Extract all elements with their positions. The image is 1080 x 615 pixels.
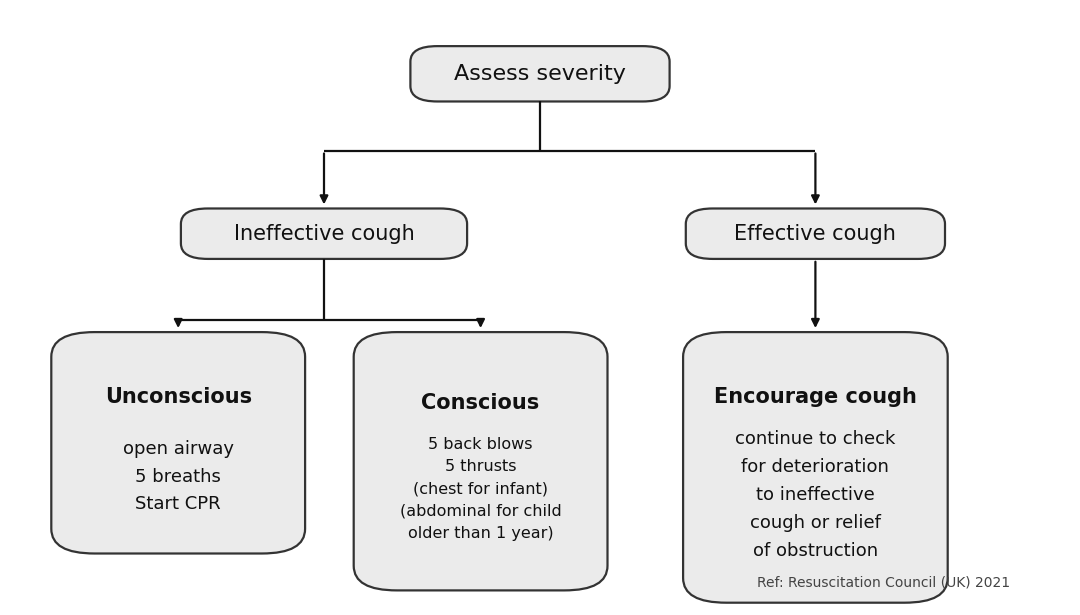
FancyBboxPatch shape	[354, 332, 607, 590]
FancyBboxPatch shape	[180, 208, 468, 259]
FancyBboxPatch shape	[686, 208, 945, 259]
FancyBboxPatch shape	[410, 46, 670, 101]
Text: Ref: Resuscitation Council (UK) 2021: Ref: Resuscitation Council (UK) 2021	[757, 575, 1010, 589]
FancyBboxPatch shape	[684, 332, 948, 603]
Text: Conscious: Conscious	[421, 393, 540, 413]
Text: Encourage cough: Encourage cough	[714, 387, 917, 407]
Text: Assess severity: Assess severity	[454, 64, 626, 84]
Text: Effective cough: Effective cough	[734, 224, 896, 244]
Text: 5 back blows
5 thrusts
(chest for infant)
(abdominal for child
older than 1 year: 5 back blows 5 thrusts (chest for infant…	[400, 437, 562, 541]
Text: Ineffective cough: Ineffective cough	[233, 224, 415, 244]
Text: Unconscious: Unconscious	[105, 387, 252, 407]
Text: open airway
5 breaths
Start CPR: open airway 5 breaths Start CPR	[123, 440, 233, 514]
Text: continue to check
for deterioration
to ineffective
cough or relief
of obstructio: continue to check for deterioration to i…	[735, 430, 895, 560]
FancyBboxPatch shape	[52, 332, 305, 554]
